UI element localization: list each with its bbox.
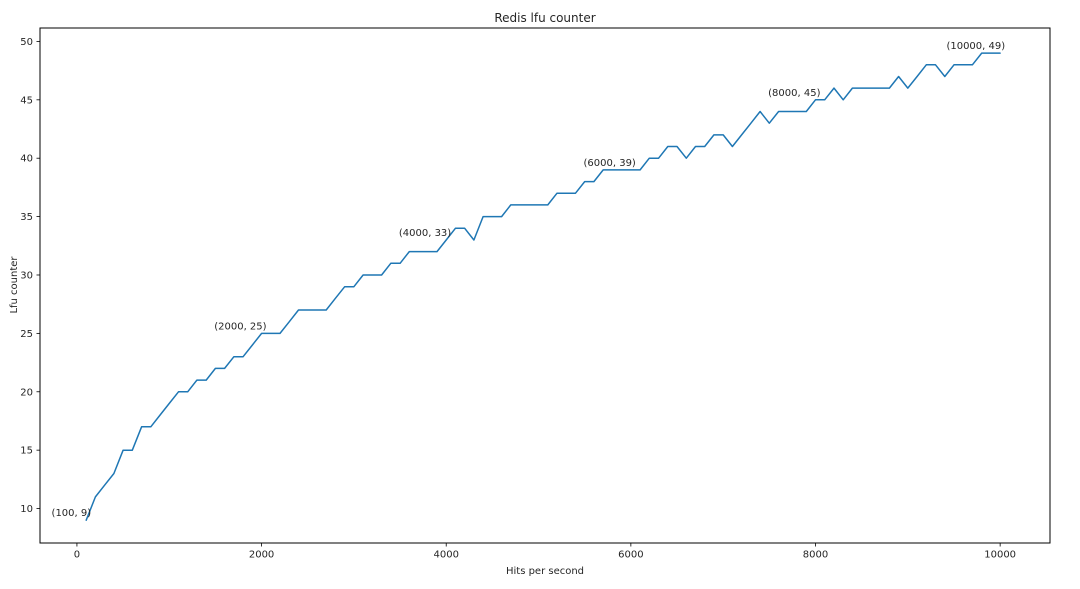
x-tick-label: 2000 <box>249 550 274 561</box>
x-tick-label: 6000 <box>618 550 643 561</box>
y-tick-label: 10 <box>20 504 33 515</box>
point-annotation: (100, 9) <box>52 508 92 519</box>
x-axis-label: Hits per second <box>506 566 584 577</box>
x-tick-label: 4000 <box>433 550 458 561</box>
x-axis: 0 2000 4000 6000 8000 10000 <box>74 543 1016 561</box>
line-series <box>85 52 1001 521</box>
point-annotation: (2000, 25) <box>214 321 266 332</box>
point-annotation: (10000, 49) <box>946 41 1005 52</box>
x-tick-label: 10000 <box>984 550 1016 561</box>
y-tick-label: 30 <box>20 270 33 281</box>
x-tick-label: 8000 <box>803 550 828 561</box>
plot-border <box>39 27 1051 544</box>
y-tick-label: 20 <box>20 387 33 398</box>
y-tick-label: 15 <box>20 446 33 457</box>
y-tick-label: 50 <box>20 37 33 48</box>
y-axis: 10 15 20 25 30 35 40 45 50 <box>20 37 40 515</box>
point-annotation: (8000, 45) <box>768 88 820 99</box>
point-annotation: (6000, 39) <box>584 158 636 169</box>
y-tick-label: 25 <box>20 329 33 340</box>
lfu-counter-line <box>85 52 1001 521</box>
y-axis-label: Lfu counter <box>9 256 20 314</box>
y-tick-label: 45 <box>20 95 33 106</box>
chart-title: Redis lfu counter <box>494 11 595 25</box>
point-annotation: (4000, 33) <box>399 228 451 239</box>
annotations: (100, 9) (2000, 25) (4000, 33) (6000, 39) (8… <box>52 41 1006 519</box>
x-tick-label: 0 <box>74 550 80 561</box>
y-tick-label: 35 <box>20 212 33 223</box>
y-tick-label: 40 <box>20 154 33 165</box>
